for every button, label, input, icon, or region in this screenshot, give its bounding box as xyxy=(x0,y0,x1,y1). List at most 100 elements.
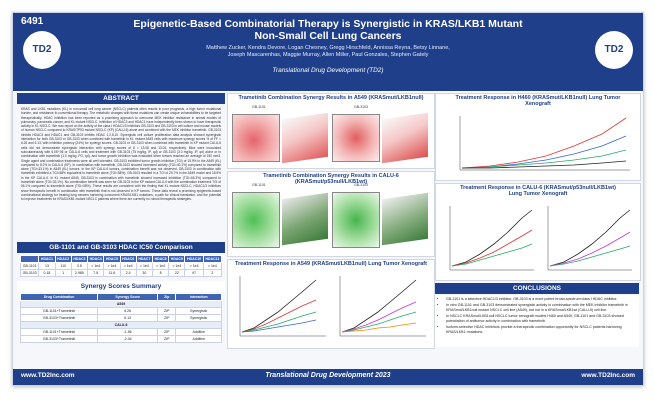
calu6-gb1101-surface xyxy=(282,192,328,246)
ic50-column-header: HDAC8 xyxy=(151,255,170,263)
calu6-chart-right xyxy=(547,206,632,271)
ic50-cell: 97 xyxy=(184,269,204,277)
synergy-cell: Additive xyxy=(175,335,222,343)
middle-column: Trametinib Combination Synergy Results i… xyxy=(227,93,435,349)
poster: 6491 TD2 TD2 Epigenetic-Based Combinator… xyxy=(12,12,644,386)
a549-right-label: GB-3103 xyxy=(354,105,369,109)
synergy-group-label: A549 xyxy=(20,300,222,308)
a549-synergy-panel: Trametinib Combination Synergy Results i… xyxy=(227,93,435,169)
synergy-row: GB-1101+Trametinib -1.96 ZIP Additive xyxy=(19,328,222,336)
abstract-heading: ABSTRACT xyxy=(17,93,225,104)
authors-line-1: Matthew Zucker, Kendra Devore, Logan Che… xyxy=(206,45,450,51)
calu6-xenograft-title: Treatment Response in CALU-6 (KRASmut/p5… xyxy=(436,185,640,197)
a549-gb3103-surface xyxy=(382,112,428,164)
h460-xenograft-panel: Treatment Response in H460 (KRASmut/LKB1… xyxy=(435,93,641,181)
abstract-text: KRAS and LKB1 mutations (KL) in non-smal… xyxy=(21,107,221,202)
calu6-title-l2: Lung Tumor Xenograft xyxy=(508,191,568,197)
footer-url-left[interactable]: www.TD2Inc.com xyxy=(21,372,75,379)
ic50-cell: 30 xyxy=(135,269,153,277)
ic50-body: GB-1101 13 110 0.5 > 1e4 > 1e4 > 1e4 > 1e4 > 1e4… xyxy=(19,262,223,277)
synergy-cell: Additive xyxy=(175,328,222,336)
ic50-cell: 8 xyxy=(151,269,170,277)
synergy-cell: GB-3103+Trametinib xyxy=(19,335,99,343)
ic50-cell: 13 xyxy=(38,262,56,270)
ic50-cell: 2 xyxy=(202,269,223,277)
authors-line-2: Joseph Mascarenhas, Maggie Murray, Allen… xyxy=(227,52,429,58)
synergy-cell: ZIP xyxy=(157,335,177,343)
synergy-cell: Synergistic xyxy=(175,307,222,315)
ic50-table: HDAC1 HDAC2 HDAC3 HDAC4 HDAC5 HDAC6 HDAC7 HDAC8… xyxy=(19,255,223,277)
h460-title-l1: Treatment Response in H460 (KRASmut/LKB1… xyxy=(455,95,621,101)
synergy-table-wrap: Drug Combination Synergy Score Zip Interact… xyxy=(17,292,225,344)
ic50-cell: 0.18 xyxy=(38,269,56,277)
synergy-cell: GB-1101+Trametinib xyxy=(19,307,99,315)
poster-title: Epigenetic-Based Combinatorial Therapy i… xyxy=(73,18,583,42)
ic50-table-wrap: HDAC1 HDAC2 HDAC3 HDAC4 HDAC5 HDAC6 HDAC7 HDAC8… xyxy=(17,253,225,279)
poster-header: 6491 TD2 TD2 Epigenetic-Based Combinator… xyxy=(13,13,643,91)
synergy-cell: ZIP xyxy=(157,307,177,315)
synergy-row: GB-3103+Trametinib 6.13 ZIP Synergistic xyxy=(19,314,222,322)
ic50-column-header: HDAC3 xyxy=(70,255,89,263)
a549-chart-right xyxy=(339,276,426,337)
conclusions-heading: CONCLUSIONS xyxy=(435,283,639,294)
synergy-cell: ZIP xyxy=(157,328,177,336)
synergy-header-row: Drug Combination Synergy Score Zip Interact… xyxy=(19,293,222,301)
synergy-cell: Synergistic xyxy=(175,314,222,322)
synergy-column-header: Interaction xyxy=(175,293,222,301)
logo-text: TD2 xyxy=(32,44,52,55)
h460-xenograft-chart xyxy=(459,116,630,171)
synergy-cell: GB-3103+Trametinib xyxy=(19,314,99,322)
ic50-column-header: HDAC9 xyxy=(168,255,186,263)
ic50-cell: 22 xyxy=(168,269,186,277)
ic50-column-header: HDAC10 xyxy=(184,255,204,263)
calu6-synergy-title: Trametinib Combination Synergy Results i… xyxy=(263,173,399,185)
synergy-row: GB-1101+Trametinib 6.26 ZIP Synergistic xyxy=(19,307,222,315)
footer-url-right[interactable]: www.TD2Inc.com xyxy=(581,372,635,379)
synergy-cell: GB-1101+Trametinib xyxy=(19,328,99,336)
ic50-cell: GB-3103 xyxy=(19,269,40,277)
synergy-cell: 6.13 xyxy=(97,314,159,322)
poster-id: 6491 xyxy=(21,16,44,27)
ic50-column-header: HDAC7 xyxy=(135,255,153,263)
synergy-cell: ZIP xyxy=(157,314,177,322)
ic50-cell: GB-1101 xyxy=(19,262,40,270)
calu6-xenograft-charts xyxy=(449,206,632,271)
ic50-cell: 11.6 xyxy=(103,269,121,277)
ic50-cell: 7.5 xyxy=(87,269,105,277)
calu6-xenograft-panel: Treatment Response in CALU-6 (KRASmut/p5… xyxy=(435,183,641,281)
ic50-column-header: HDAC2 xyxy=(54,255,72,263)
calu6-chart-left xyxy=(449,206,534,271)
a549-gb1101-surface xyxy=(282,112,328,164)
ic50-column-header: HDAC6 xyxy=(119,255,137,263)
synergy-cell: -2.04 xyxy=(97,335,159,343)
synergy-row: GB-3103+Trametinib -2.04 ZIP Additive xyxy=(19,335,222,343)
synergy-heading: Synergy Scores Summary xyxy=(17,281,225,292)
conclusion-item: In NSCLC KRASmut/LKB1null NSCLC tumor xe… xyxy=(446,314,635,324)
calu6-left-label: GB-1101 xyxy=(252,183,266,187)
calu6-gb3103-surface xyxy=(382,192,428,246)
title-line-1: Epigenetic-Based Combinatorial Therapy i… xyxy=(133,18,523,30)
synergy-table: Drug Combination Synergy Score Zip Interact… xyxy=(19,293,222,343)
authors: Matthew Zucker, Kendra Devore, Logan Che… xyxy=(73,45,583,59)
synergy-column-header: Synergy Score xyxy=(97,293,159,301)
title-line-2: Non-Small Cell Lung Cancers xyxy=(254,30,402,42)
calu6-gb1101-heatmap xyxy=(232,192,280,248)
affiliation: Translational Drug Development (TD2) xyxy=(272,67,384,74)
calu6-title-l1: Treatment Response in CALU-6 (KRASmut/p5… xyxy=(460,185,616,191)
synergy-group-label: CALU-6 xyxy=(20,321,222,329)
left-column: ABSTRACT KRAS and LKB1 mutations (KL) in… xyxy=(17,93,225,347)
ic50-cell: 1 xyxy=(54,269,72,277)
ic50-row: GB-1101 13 110 0.5 > 1e4 > 1e4 > 1e4 > 1e4 > 1e4… xyxy=(19,262,223,270)
ic50-row: GB-3103 0.18 1 2.985 7.5 11.6 2.4 30 8 22 97 2 xyxy=(19,269,223,277)
calu6-synergy-panel: Trametinib Combination Synergy Results i… xyxy=(227,171,435,257)
ic50-column-header: HDAC1 xyxy=(38,255,56,263)
ic50-column-header xyxy=(19,255,40,263)
synergy-group-a549: A549 xyxy=(20,300,222,308)
calu6-gb3103-heatmap xyxy=(332,192,380,248)
ic50-cell: > 1e4 xyxy=(184,262,204,270)
synergy-group-calu6: CALU-6 xyxy=(20,321,222,329)
ic50-cell: > 1e4 xyxy=(87,262,105,270)
ic50-cell: 0.5 xyxy=(70,262,89,270)
ic50-cell: > 1e4 xyxy=(151,262,170,270)
ic50-column-header: HDAC11 xyxy=(202,255,223,263)
